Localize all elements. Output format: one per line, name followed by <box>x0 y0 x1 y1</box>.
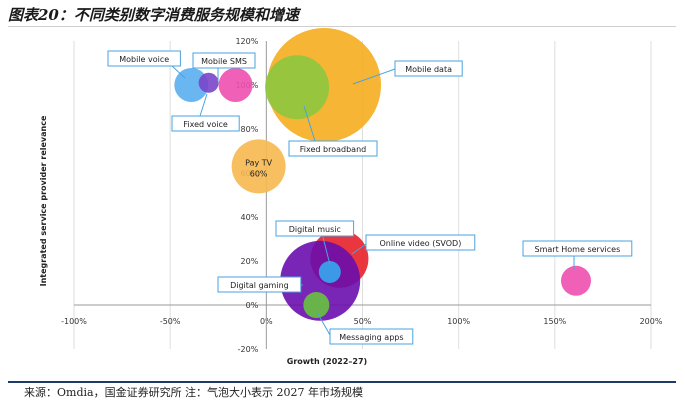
x-tick-label: 200% <box>640 317 663 326</box>
source-note: 来源：Omdia，国金证券研究所 注：气泡大小表示 2027 年市场规模 <box>24 386 364 399</box>
callout-label: Digital gaming <box>230 281 289 290</box>
y-tick-label: 120% <box>235 37 258 46</box>
callout-label: Online video (SVOD) <box>379 239 461 248</box>
bubble-fixed-broadband <box>265 55 330 120</box>
callout-label: Fixed voice <box>183 120 228 129</box>
y-tick-label: -20% <box>238 345 259 354</box>
callout-leader <box>199 93 208 117</box>
callout-label: Smart Home services <box>535 245 621 254</box>
bubble-digital-gaming <box>280 240 361 321</box>
callout-box <box>192 52 256 69</box>
callout-box <box>394 60 463 77</box>
callout-box <box>288 140 378 157</box>
callout-box <box>522 240 633 257</box>
callout-leader <box>351 243 367 255</box>
callout-box <box>275 220 355 237</box>
bubble-fixed-voice <box>198 72 219 93</box>
x-tick-label: -100% <box>61 317 87 326</box>
callout-label: Messaging apps <box>339 333 403 342</box>
bubble-inner-value: 60% <box>250 169 268 178</box>
bubble-messaging-apps <box>303 292 330 318</box>
y-tick-label: 80% <box>241 125 259 134</box>
x-tick-label: 150% <box>543 317 566 326</box>
bubble-inner-label: Pay TV <box>245 158 273 167</box>
y-tick-label: 0% <box>246 301 259 310</box>
callout-layer: Mobile data Fixed broadband Mobile voice Mo… <box>107 50 633 345</box>
callout-box <box>217 276 302 293</box>
bubble-mobile-sms <box>218 68 253 102</box>
callout-leader <box>321 232 331 266</box>
callout-label: Mobile SMS <box>201 57 247 66</box>
figure-title: 图表20：不同类别数字消费服务规模和增速 <box>8 6 299 24</box>
bubble-pay-tv <box>231 139 286 194</box>
bubble-smart-home-services <box>560 265 591 296</box>
callout-leader <box>352 68 396 85</box>
x-tick-label: -50% <box>160 317 181 326</box>
y-axis-label: Integrated service provider relevance <box>39 115 48 286</box>
callout-label: Digital music <box>289 225 341 234</box>
y-tick-label: 20% <box>241 257 259 266</box>
x-tick-label: 50% <box>354 317 372 326</box>
bubble-digital-music <box>318 261 341 283</box>
x-tick-label: 100% <box>447 317 470 326</box>
callout-leader <box>171 65 186 79</box>
bubble-chart: -100%-50%0%50%100%150%200%-20%0%20%40%60… <box>39 28 663 366</box>
y-tick-label: 40% <box>241 213 259 222</box>
source-divider <box>8 381 676 383</box>
callout-label: Mobile voice <box>119 55 169 64</box>
callout-label: Fixed broadband <box>300 145 366 154</box>
callout-box <box>171 115 240 132</box>
callout-box <box>365 234 476 251</box>
callout-leader <box>303 105 316 142</box>
x-axis-label: Growth (2022–27) <box>287 357 367 366</box>
callout-leader <box>317 313 331 336</box>
title-divider <box>8 26 676 27</box>
callout-box <box>329 328 414 345</box>
callout-label: Mobile data <box>405 65 452 74</box>
callout-box <box>107 50 181 67</box>
